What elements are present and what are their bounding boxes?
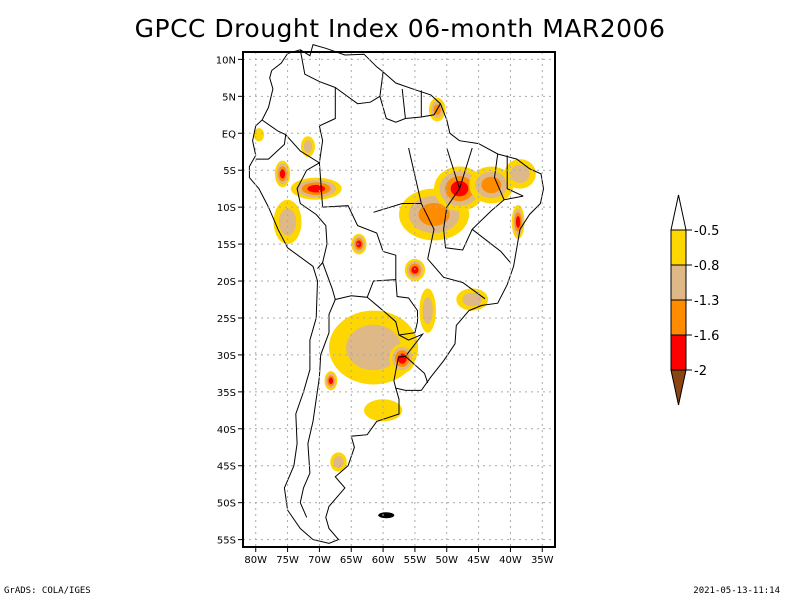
country-border bbox=[335, 71, 384, 105]
country-border bbox=[471, 228, 511, 263]
country-border bbox=[322, 262, 396, 301]
drought-area bbox=[419, 288, 436, 333]
drought-level-2 bbox=[346, 324, 401, 371]
y-tick-label: 55S bbox=[217, 536, 236, 547]
drought-area bbox=[324, 371, 338, 391]
x-tick-label: 40W bbox=[499, 555, 522, 566]
x-tick-label: 35W bbox=[531, 555, 554, 566]
y-axis: 10N 5N EQ 5S 10S 15S 20S 25S 30S 35S 40S 45S 50S 55S bbox=[216, 55, 243, 547]
drought-level-4 bbox=[515, 216, 521, 228]
country-border bbox=[299, 299, 336, 518]
drought-area bbox=[511, 204, 525, 239]
drought-level-2 bbox=[510, 164, 530, 183]
drought-area bbox=[330, 452, 347, 472]
y-tick-label: 20S bbox=[217, 277, 236, 288]
drought-level-4 bbox=[279, 169, 286, 179]
legend-swatch-4 bbox=[670, 334, 687, 371]
legend-label: -0.8 bbox=[694, 259, 719, 274]
falkland-islands bbox=[378, 512, 395, 519]
drought-area bbox=[274, 160, 291, 188]
y-tick-label: 45S bbox=[217, 462, 236, 473]
y-tick-label: 15S bbox=[217, 240, 236, 251]
drought-area bbox=[290, 177, 342, 200]
y-tick-label: 25S bbox=[217, 314, 236, 325]
country-border bbox=[255, 119, 287, 160]
drought-level-4 bbox=[328, 377, 334, 385]
drought-area bbox=[300, 136, 315, 157]
map-title: GPCC Drought Index 06-month MAR2006 bbox=[134, 14, 666, 43]
legend-swatch-1 bbox=[670, 229, 687, 266]
y-tick-label: 40S bbox=[217, 425, 236, 436]
drought-level-2 bbox=[333, 456, 344, 468]
x-tick-label: 65W bbox=[340, 555, 363, 566]
country-border bbox=[459, 147, 473, 189]
y-tick-label: 10S bbox=[217, 203, 236, 214]
legend-label: -1.6 bbox=[694, 329, 719, 344]
legend-tip-top bbox=[670, 194, 687, 231]
x-axis: 80W 75W 70W 65W 60W 55W 50W 45W 40W 35W bbox=[244, 547, 554, 566]
grads-credit: GrADS: COLA/IGES bbox=[4, 586, 91, 596]
x-tick-label: 75W bbox=[276, 555, 299, 566]
legend-label: -2 bbox=[694, 364, 707, 379]
y-tick-label: 10N bbox=[216, 55, 236, 66]
y-tick-label: 35S bbox=[217, 388, 236, 399]
y-tick-label: 5N bbox=[222, 92, 236, 103]
plot-frame bbox=[242, 51, 556, 548]
y-tick-label: EQ bbox=[222, 129, 236, 140]
y-tick-label: 30S bbox=[217, 351, 236, 362]
country-border bbox=[493, 153, 505, 200]
drought-area bbox=[253, 128, 265, 142]
drought-level-2 bbox=[462, 292, 483, 307]
country-border bbox=[299, 49, 336, 163]
y-tick-label: 50S bbox=[217, 499, 236, 510]
drought-level-4 bbox=[307, 184, 326, 193]
timestamp: 2021-05-13-11:14 bbox=[693, 586, 780, 596]
x-tick-label: 55W bbox=[404, 555, 427, 566]
x-tick-label: 60W bbox=[372, 555, 395, 566]
y-tick-label: 5S bbox=[223, 166, 236, 177]
country-border bbox=[285, 134, 328, 269]
x-tick-label: 50W bbox=[435, 555, 458, 566]
legend-label: -1.3 bbox=[694, 294, 719, 309]
grid-layer bbox=[243, 52, 555, 547]
country-border bbox=[506, 155, 524, 197]
x-tick-label: 45W bbox=[467, 555, 490, 566]
legend-swatch-2 bbox=[670, 264, 687, 301]
coastline-layer bbox=[248, 43, 545, 544]
x-tick-label: 80W bbox=[244, 555, 267, 566]
country-border bbox=[427, 258, 486, 300]
country-border bbox=[366, 296, 418, 336]
legend-label: -0.5 bbox=[694, 224, 719, 239]
country-border bbox=[395, 279, 418, 322]
drought-level-1 bbox=[253, 128, 265, 142]
south-america-coastline bbox=[248, 43, 545, 544]
drought-level-2 bbox=[303, 140, 313, 153]
legend-swatch-3 bbox=[670, 299, 687, 336]
drought-level-3 bbox=[481, 176, 502, 194]
country-border bbox=[318, 162, 397, 280]
drought-area bbox=[456, 288, 489, 311]
drought-level-3 bbox=[418, 203, 450, 227]
country-border bbox=[443, 147, 524, 251]
color-legend: -0.5 -0.8 -1.3 -1.6 -2 bbox=[670, 194, 719, 406]
country-border bbox=[401, 88, 406, 119]
drought-level-2 bbox=[422, 296, 433, 325]
legend-tip-bottom bbox=[670, 369, 687, 406]
drought-area bbox=[504, 159, 536, 189]
x-tick-label: 70W bbox=[308, 555, 331, 566]
country-border bbox=[405, 356, 429, 384]
